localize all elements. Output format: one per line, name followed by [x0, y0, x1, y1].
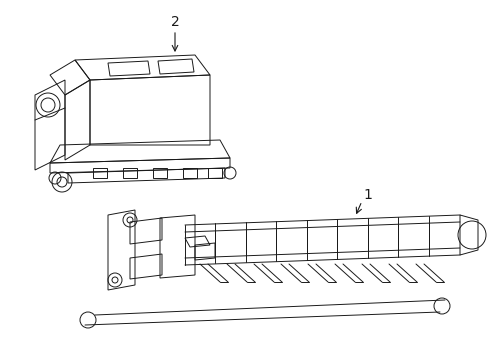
Text: 1: 1 — [363, 188, 372, 202]
Text: 2: 2 — [170, 15, 179, 29]
